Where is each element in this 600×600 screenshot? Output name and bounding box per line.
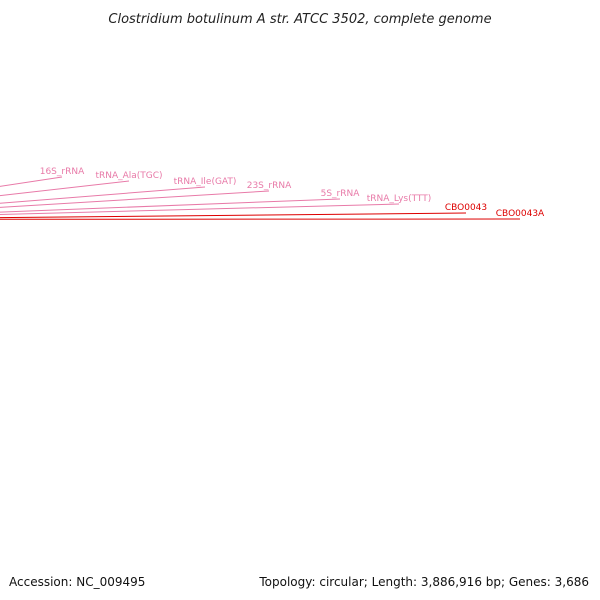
label-trna-ile-gat-[interactable]: tRNA_Ile(GAT) bbox=[174, 177, 237, 187]
label-cbo0043[interactable]: CBO0043 bbox=[445, 203, 487, 213]
accession-text: Accession: NC_009495 bbox=[9, 575, 145, 589]
label-5s-rrna[interactable]: 5S_rRNA bbox=[321, 189, 361, 199]
map-title: Clostridium botulinum A str. ATCC 3502, … bbox=[108, 12, 491, 27]
label-16s-rrna[interactable]: 16S_rRNA bbox=[40, 167, 85, 177]
leader-line bbox=[0, 176, 63, 187]
label-cbo0043a[interactable]: CBO0043A bbox=[496, 209, 545, 219]
feature-labels: 16S_rRNA tRNA_Ala(TGC) tRNA_Ile(GAT) 23S_rR… bbox=[0, 167, 545, 220]
leader-line bbox=[0, 212, 467, 219]
leader-line bbox=[0, 186, 206, 204]
leader-line bbox=[0, 180, 130, 197]
leader-line bbox=[0, 198, 341, 213]
leader-line bbox=[0, 190, 270, 208]
leader-line bbox=[0, 203, 400, 216]
label-23s-rrna[interactable]: 23S_rRNA bbox=[247, 181, 292, 191]
genome-summary-text: Topology: circular; Length: 3,886,916 bp… bbox=[258, 575, 589, 589]
label-trna-lys-ttt-[interactable]: tRNA_Lys(TTT) bbox=[367, 194, 432, 204]
label-trna-ala-tgc-[interactable]: tRNA_Ala(TGC) bbox=[95, 171, 162, 181]
